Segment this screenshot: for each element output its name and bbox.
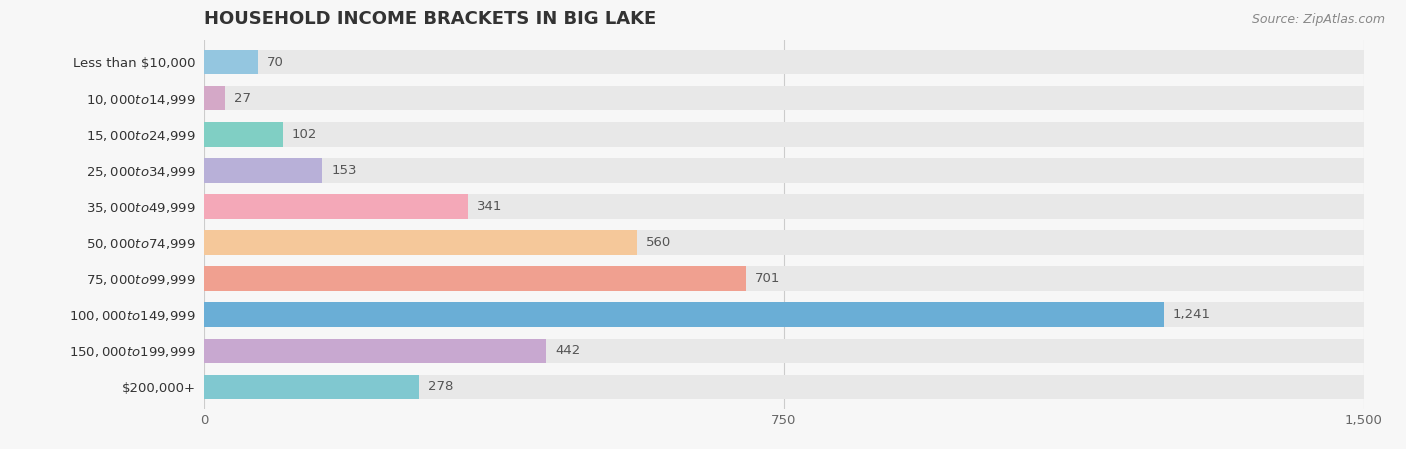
Text: 701: 701 <box>755 272 780 285</box>
Text: 560: 560 <box>647 236 672 249</box>
Bar <box>204 230 1364 255</box>
Text: 442: 442 <box>555 344 581 357</box>
Bar <box>204 266 747 291</box>
Bar <box>204 339 1364 363</box>
Bar <box>204 303 1364 327</box>
Text: 278: 278 <box>427 380 454 393</box>
Text: Source: ZipAtlas.com: Source: ZipAtlas.com <box>1251 13 1385 26</box>
Bar <box>204 86 1364 110</box>
Bar <box>204 339 546 363</box>
Text: 153: 153 <box>332 164 357 177</box>
Bar <box>204 374 1364 399</box>
Text: 341: 341 <box>477 200 502 213</box>
Bar <box>204 158 1364 183</box>
Text: 27: 27 <box>233 92 252 105</box>
Text: 70: 70 <box>267 56 284 69</box>
Bar <box>204 266 1364 291</box>
Text: 1,241: 1,241 <box>1173 308 1211 321</box>
Bar <box>204 230 637 255</box>
Text: HOUSEHOLD INCOME BRACKETS IN BIG LAKE: HOUSEHOLD INCOME BRACKETS IN BIG LAKE <box>204 10 657 28</box>
Bar <box>204 303 1164 327</box>
Bar <box>204 122 283 146</box>
Bar <box>204 122 1364 146</box>
Text: 102: 102 <box>292 128 318 141</box>
Bar <box>204 86 225 110</box>
Bar <box>204 374 419 399</box>
Bar <box>204 158 322 183</box>
Bar <box>204 194 468 219</box>
Bar <box>204 50 1364 75</box>
Bar <box>204 50 259 75</box>
Bar <box>204 194 1364 219</box>
